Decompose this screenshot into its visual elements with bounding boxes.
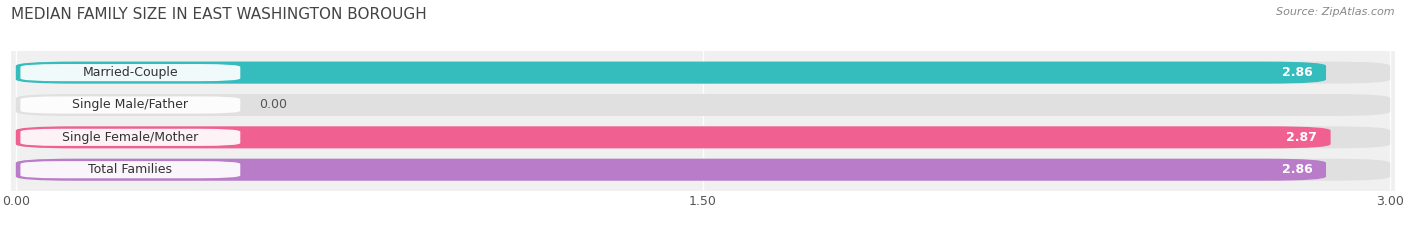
Text: Married-Couple: Married-Couple: [83, 66, 179, 79]
Text: 2.86: 2.86: [1281, 163, 1312, 176]
Text: 2.86: 2.86: [1281, 66, 1312, 79]
FancyBboxPatch shape: [15, 62, 1391, 84]
FancyBboxPatch shape: [15, 126, 1391, 148]
FancyBboxPatch shape: [15, 159, 1326, 181]
FancyBboxPatch shape: [21, 64, 240, 81]
Text: Single Female/Mother: Single Female/Mother: [62, 131, 198, 144]
FancyBboxPatch shape: [21, 96, 240, 113]
FancyBboxPatch shape: [15, 159, 1391, 181]
FancyBboxPatch shape: [15, 62, 1326, 84]
Text: MEDIAN FAMILY SIZE IN EAST WASHINGTON BOROUGH: MEDIAN FAMILY SIZE IN EAST WASHINGTON BO…: [11, 7, 427, 22]
Text: 0.00: 0.00: [259, 99, 287, 111]
Text: Source: ZipAtlas.com: Source: ZipAtlas.com: [1277, 7, 1395, 17]
Text: 2.87: 2.87: [1286, 131, 1317, 144]
Text: Total Families: Total Families: [89, 163, 173, 176]
Text: Single Male/Father: Single Male/Father: [72, 99, 188, 111]
FancyBboxPatch shape: [15, 94, 1391, 116]
FancyBboxPatch shape: [15, 126, 1330, 148]
FancyBboxPatch shape: [21, 161, 240, 178]
FancyBboxPatch shape: [21, 129, 240, 146]
